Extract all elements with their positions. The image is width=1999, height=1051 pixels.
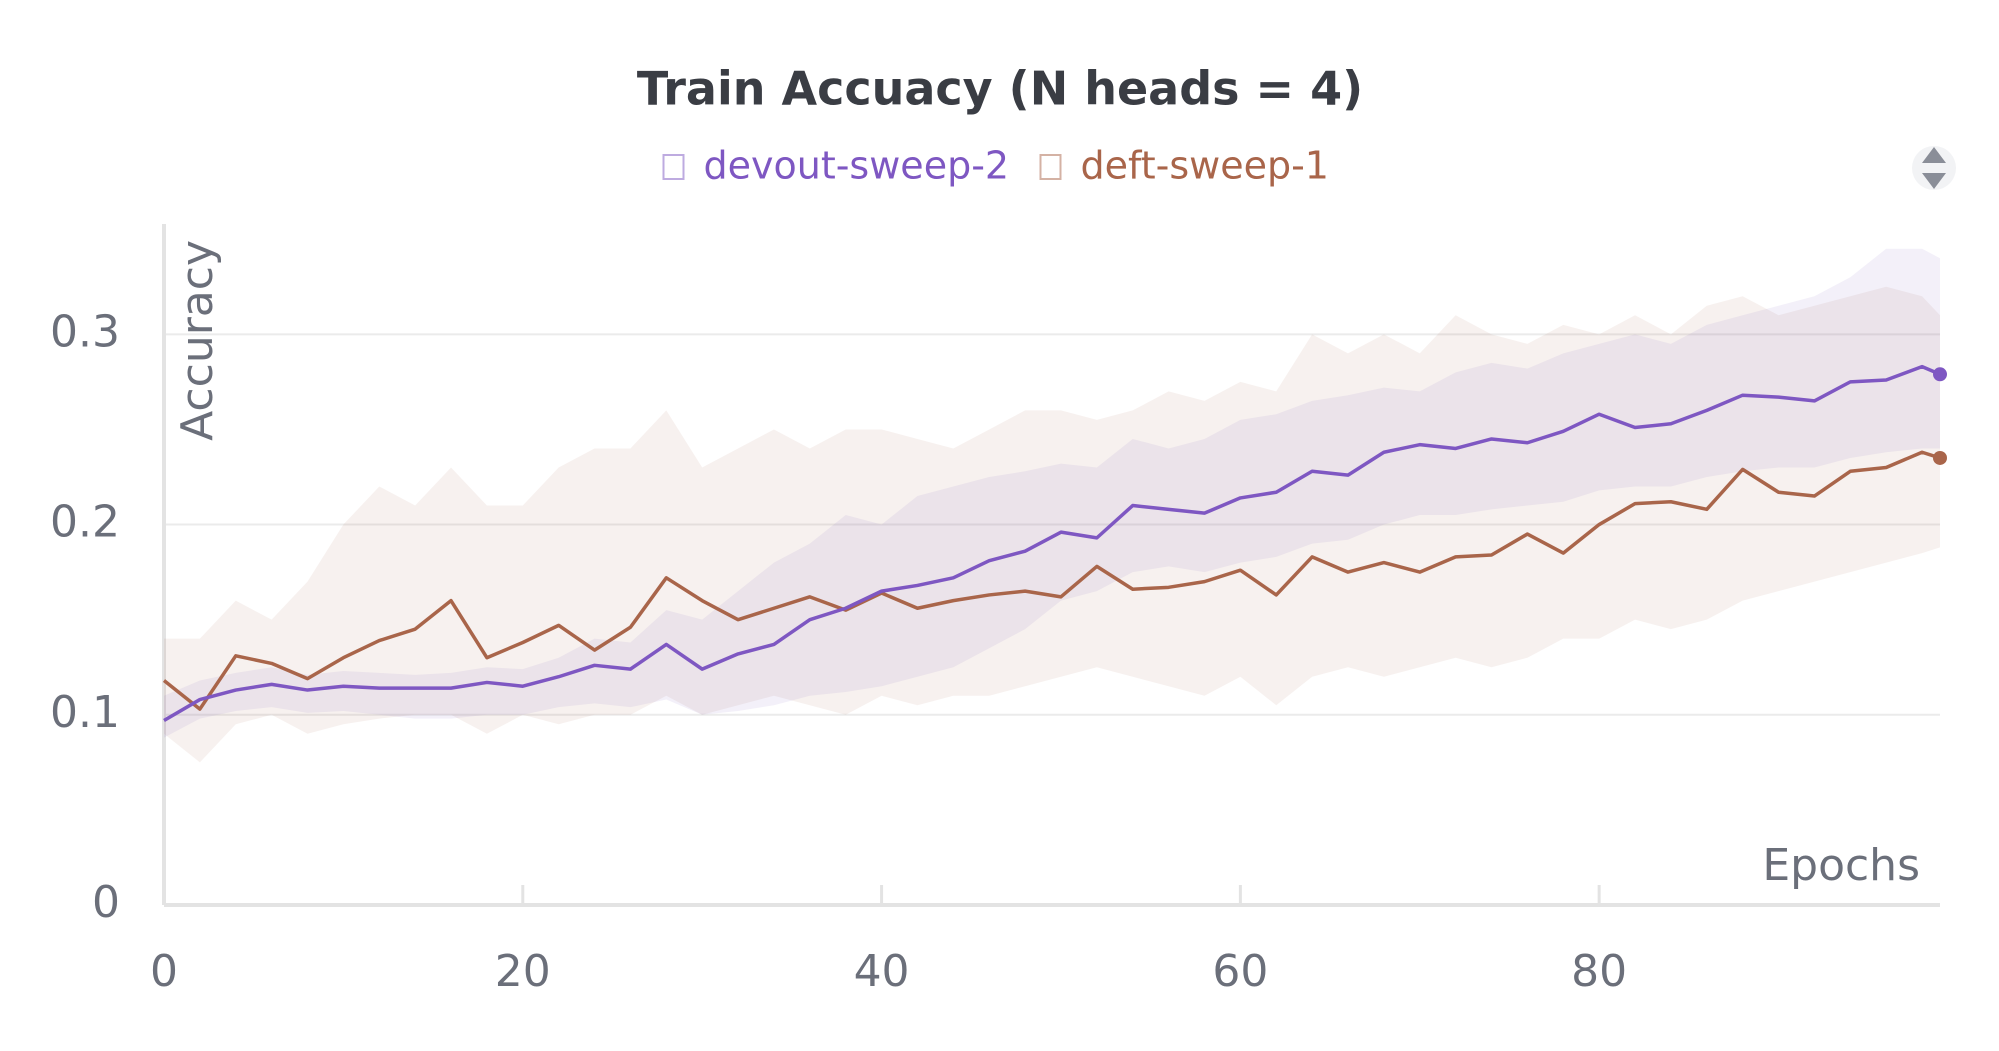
legend: devout-sweep-2 deft-sweep-1: [662, 144, 1329, 188]
end-point: [1933, 450, 1947, 465]
range-band: [164, 248, 1940, 738]
end-point: [1933, 367, 1947, 382]
x-tick-label: 20: [495, 946, 551, 997]
legend-label: deft-sweep-1: [1081, 144, 1329, 188]
series-line: [163, 364, 1941, 722]
x-axis-label: Epochs: [1762, 840, 1920, 891]
x-tick-label: 80: [1571, 946, 1627, 997]
y-tick-label: 0.1: [50, 687, 120, 738]
x-tick-label: 60: [1212, 946, 1268, 997]
series-line: [162, 450, 1941, 711]
chart-title: Train Accuacy (N heads = 4): [637, 62, 1363, 116]
y-tick-label: 0: [92, 877, 120, 928]
y-tick-label: 0.2: [50, 497, 120, 548]
x-tick-label: 0: [150, 946, 178, 997]
legend-swatch: [662, 154, 685, 180]
y-axis-label: Accuracy: [172, 240, 223, 441]
y-tick-label: 0.3: [50, 306, 120, 357]
legend-swatch: [1039, 154, 1062, 180]
legend-label: devout-sweep-2: [704, 144, 1010, 188]
scroll-icon[interactable]: [1912, 146, 1956, 190]
x-tick-label: 40: [854, 946, 910, 997]
